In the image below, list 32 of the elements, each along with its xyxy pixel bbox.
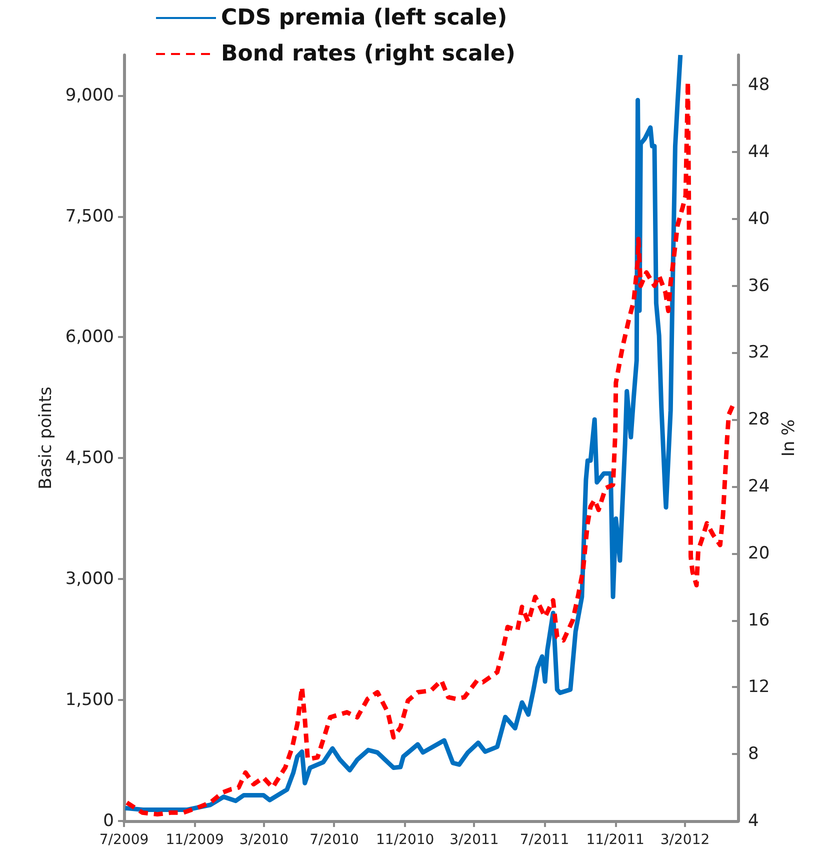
x-tick-label: 7/2010 <box>310 832 359 848</box>
y2-tick-label: 36 <box>748 276 770 296</box>
y2-tick-label: 40 <box>748 208 770 229</box>
y-tick-label: 3,000 <box>65 569 114 590</box>
x-tick-label: 3/2012 <box>660 832 710 848</box>
y-tick-label: 7,500 <box>65 206 114 226</box>
y2-tick-label: 8 <box>748 744 759 764</box>
y2-tick-label: 4 <box>748 811 759 831</box>
y-tick-label: 0 <box>103 811 114 831</box>
legend-label: Bond rates (right scale) <box>221 42 516 66</box>
x-tick-label: 3/2010 <box>239 832 289 848</box>
x-tick-label: 11/2009 <box>166 832 224 848</box>
y2-tick-label: 12 <box>748 677 770 698</box>
x-tick-label: 7/2011 <box>520 832 570 848</box>
legend-label: CDS premia (left scale) <box>221 6 508 30</box>
y-tick-label: 6,000 <box>65 327 114 348</box>
x-tick-label: 11/2010 <box>376 832 434 848</box>
y2-axis-title: In % <box>779 419 800 457</box>
y-axis-title: Basic points <box>36 386 56 490</box>
y-tick-label: 9,000 <box>65 85 114 106</box>
y2-tick-label: 48 <box>748 75 770 96</box>
y-tick-label: 4,500 <box>65 448 114 468</box>
y2-tick-label: 44 <box>748 142 770 162</box>
y2-tick-label: 24 <box>748 476 770 496</box>
y2-tick-label: 20 <box>748 543 770 564</box>
x-tick-label: 7/2009 <box>99 832 149 848</box>
y-tick-label: 1,500 <box>65 690 114 710</box>
y2-tick-label: 32 <box>748 342 770 363</box>
y2-tick-label: 16 <box>748 610 770 630</box>
y2-tick-label: 28 <box>748 410 770 430</box>
x-tick-label: 11/2011 <box>586 832 644 848</box>
x-tick-label: 3/2011 <box>450 832 499 848</box>
